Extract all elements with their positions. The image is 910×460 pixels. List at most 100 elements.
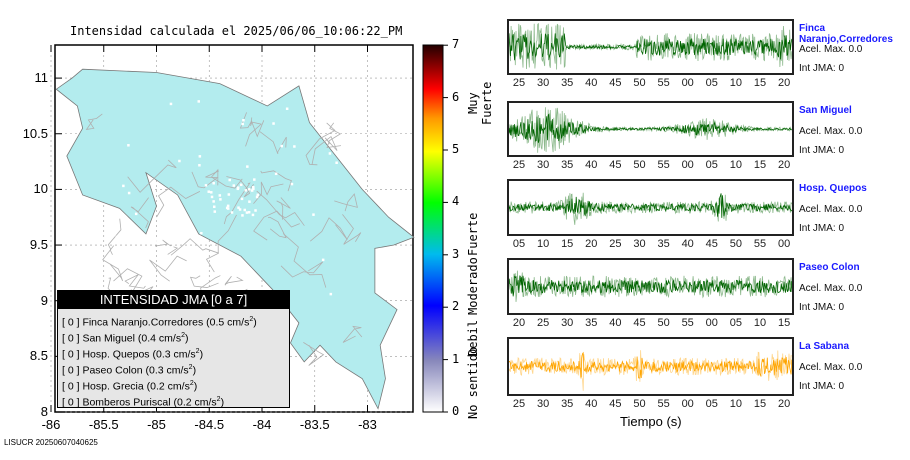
legend-acceleration: (0.3 cm/s: [152, 348, 196, 361]
time-tick-label: 35: [561, 159, 574, 171]
colorbar-value-label: 4: [452, 194, 460, 209]
waveform-panel: [507, 101, 794, 157]
time-tick-label: 45: [705, 238, 718, 250]
station-max-acceleration: Acel. Max. 0.0: [799, 126, 863, 137]
lon-tick-label: -86: [41, 417, 61, 432]
lat-tick-label: 10: [33, 181, 48, 197]
lat-tick-label: 8.5: [29, 348, 48, 364]
station-jma-intensity: Int JMA: 0: [799, 145, 845, 156]
time-tick-label: 30: [536, 398, 550, 410]
legend-item: [ 0 ] Paseo Colon (0.3 cm/s2): [62, 364, 197, 377]
time-tick-label: 20: [512, 317, 526, 329]
time-tick-label: 45: [609, 398, 622, 410]
station-marker: [207, 190, 211, 193]
station-marker: [255, 195, 259, 199]
station-marker: [212, 200, 215, 203]
time-tick-label: 20: [585, 238, 598, 250]
time-tick-label: 35: [561, 77, 574, 89]
lon-tick-label: -85.5: [88, 417, 119, 432]
station-marker: [248, 200, 251, 203]
station-jma-intensity: Int JMA: 0: [799, 302, 845, 313]
station-marker: [127, 144, 130, 147]
colorbar-value-label: 3: [452, 246, 460, 261]
lat-tick-label: 9: [40, 292, 48, 308]
station-marker: [245, 211, 249, 214]
station-max-acceleration: Acel. Max. 0.0: [799, 44, 863, 55]
lon-tick-label: -84: [252, 417, 272, 432]
station-marker: [134, 212, 138, 216]
time-tick-label: 25: [512, 77, 526, 89]
time-tick-label: 10: [729, 398, 743, 410]
station-marker: [219, 198, 222, 201]
station-marker: [329, 292, 333, 296]
station-marker: [293, 145, 296, 148]
time-tick-label: 20: [777, 398, 791, 410]
station-marker: [254, 209, 257, 212]
station-marker: [142, 277, 146, 280]
colorbar-value-label: 5: [452, 142, 460, 156]
station-name: La Sabana: [799, 341, 850, 352]
legend-item: [ 0 ] Hosp. Grecia (0.2 cm/s2): [62, 380, 198, 393]
station-marker: [230, 211, 234, 214]
colorbar-value-label: 1: [452, 351, 460, 366]
station-marker: [171, 245, 174, 249]
intensity-legend: INTENSIDAD JMA [0 a 7] [ 0 ] Finca Naran…: [57, 290, 290, 409]
time-tick-label: 30: [536, 159, 550, 171]
station-marker: [212, 181, 215, 185]
legend-intensity: [ 0 ]: [62, 380, 80, 393]
time-tick-label: 05: [729, 317, 743, 329]
station-marker: [226, 204, 230, 208]
waveform-trace: [508, 192, 793, 225]
legend-item: [ 0 ] Bomberos Puriscal (0.2 cm/s2): [62, 396, 225, 409]
time-tick-label: 35: [561, 398, 574, 410]
station-marker: [252, 186, 255, 189]
legend-station-name: Hosp. Quepos: [82, 348, 150, 361]
waveform-trace: [508, 107, 792, 153]
station-marker: [236, 187, 240, 191]
time-tick-label: 55: [657, 77, 670, 89]
waveform-panel: [507, 337, 794, 396]
station-max-acceleration: Acel. Max. 0.0: [799, 362, 863, 373]
time-tick-label: 20: [777, 159, 791, 171]
lat-tick-label: 10.5: [22, 125, 48, 141]
station-marker: [239, 183, 243, 187]
unit-exponent: 2: [195, 348, 200, 355]
station-marker: [253, 178, 256, 181]
station-marker: [238, 208, 242, 211]
lon-tick-label: -84.5: [194, 417, 225, 432]
colorbar: [422, 44, 448, 413]
time-tick-label: 50: [633, 398, 646, 410]
unit-exponent: 2: [216, 396, 221, 403]
unit-exponent: 2: [249, 316, 254, 323]
time-tick-label: 10: [729, 159, 743, 171]
time-tick-label: 15: [753, 398, 767, 410]
legend-acceleration: (0.5 cm/s: [206, 316, 250, 329]
time-tick-label: 45: [609, 159, 622, 171]
legend-station-name: Hosp. Grecia: [82, 380, 144, 393]
time-tick-label: 25: [512, 159, 526, 171]
station-jma-intensity: Int JMA: 0: [799, 223, 845, 234]
time-tick-label: 00: [681, 398, 694, 410]
time-tick-label: 15: [561, 238, 574, 250]
legend-acceleration: (0.2 cm/s: [146, 380, 190, 393]
time-tick-label: 10: [729, 77, 743, 89]
waveform-trace: [508, 22, 793, 70]
time-tick-label: 10: [753, 317, 767, 329]
station-marker: [285, 107, 289, 111]
station-marker: [169, 102, 173, 106]
station-marker: [252, 187, 255, 191]
station-marker: [213, 205, 216, 209]
lon-tick-label: -83: [358, 417, 377, 432]
station-marker: [328, 152, 332, 155]
station-marker: [178, 159, 181, 163]
time-tick-label: 15: [777, 317, 791, 329]
time-tick-label: 45: [633, 317, 646, 329]
colorbar-value-label: 6: [452, 89, 460, 104]
station-marker: [228, 178, 231, 182]
time-tick-label: 00: [777, 238, 791, 250]
station-marker: [200, 231, 203, 235]
station-marker: [225, 206, 229, 210]
time-tick-label: 30: [561, 317, 574, 329]
station-marker: [156, 239, 159, 242]
station-marker: [210, 195, 214, 199]
